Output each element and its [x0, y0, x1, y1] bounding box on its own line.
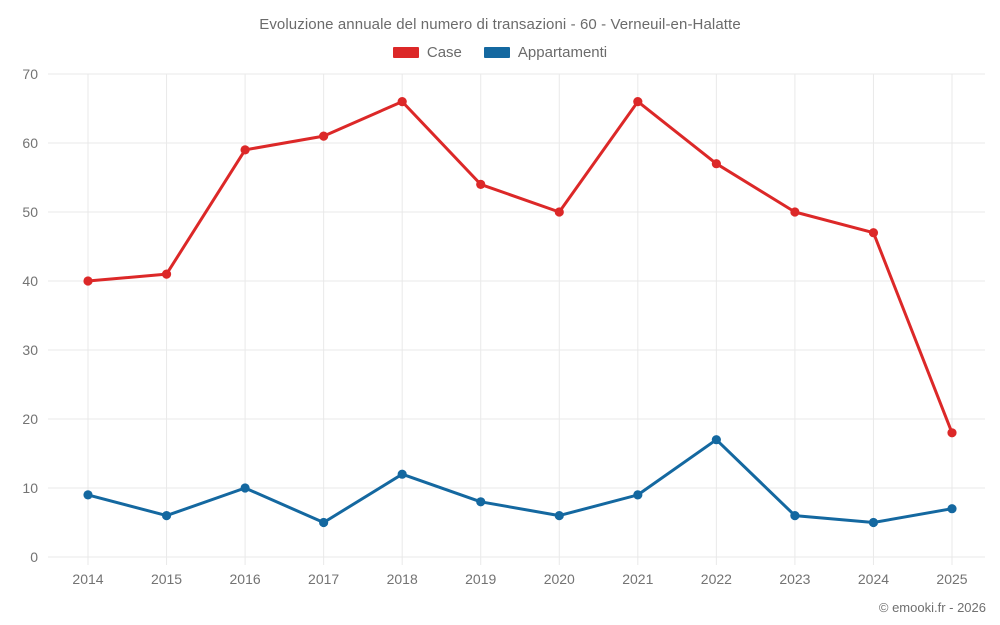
- data-point[interactable]: [319, 131, 329, 141]
- y-axis-tick-label: 30: [22, 342, 38, 358]
- vertical-gridlines: [87, 74, 953, 565]
- y-axis-tick-label: 60: [22, 135, 38, 151]
- legend-label-appartamenti: Appartamenti: [517, 44, 608, 61]
- y-axis-tick-label: 70: [22, 66, 38, 82]
- data-point[interactable]: [83, 276, 93, 286]
- data-point[interactable]: [554, 207, 564, 217]
- data-point[interactable]: [161, 510, 172, 521]
- x-axis-tick-label: 2025: [936, 571, 967, 587]
- data-point[interactable]: [633, 97, 643, 107]
- x-axis-tick-label: 2018: [387, 571, 418, 587]
- x-axis-tick-label: 2016: [230, 571, 261, 587]
- data-point[interactable]: [240, 483, 250, 493]
- x-axis-tick-label: 2023: [779, 571, 810, 587]
- legend-item-case[interactable]: Case: [392, 44, 462, 61]
- data-point[interactable]: [476, 179, 486, 189]
- series-line-appartamenti: [86, 438, 954, 524]
- data-point[interactable]: [947, 504, 957, 514]
- legend-item-appartamenti[interactable]: Appartamenti: [483, 44, 608, 61]
- data-point[interactable]: [790, 207, 800, 217]
- data-point[interactable]: [790, 510, 800, 521]
- x-axis-tick-label: 2017: [308, 571, 339, 587]
- legend-swatch-case: [392, 47, 419, 58]
- data-point[interactable]: [711, 159, 721, 169]
- horizontal-gridlines: [48, 73, 985, 558]
- data-point[interactable]: [240, 145, 250, 155]
- x-axis-tick-labels: 2014 2015 2016 2017 2018 2019 2020 2021 2022 2023…: [72, 571, 967, 587]
- data-point[interactable]: [868, 228, 879, 238]
- data-point[interactable]: [476, 497, 486, 507]
- data-point[interactable]: [633, 490, 643, 500]
- y-axis-tick-label: 10: [22, 480, 38, 496]
- series-lines: [86, 100, 954, 524]
- data-point[interactable]: [397, 469, 407, 479]
- x-axis-tick-label: 2024: [858, 571, 889, 587]
- x-axis-tick-label: 2021: [622, 571, 653, 587]
- x-axis-tick-label: 2020: [544, 571, 575, 587]
- x-axis-tick-label: 2019: [465, 571, 496, 587]
- legend-swatch-appartamenti: [483, 47, 510, 58]
- data-point[interactable]: [319, 517, 329, 528]
- credit-text: © emooki.fr - 2026: [878, 600, 986, 615]
- data-point[interactable]: [83, 490, 93, 500]
- x-axis-tick-label: 2022: [701, 571, 732, 587]
- y-axis-tick-labels: 0 10 20 30 40 50 60 70: [22, 66, 38, 565]
- chart-title: Evoluzione annuale del numero di transaz…: [259, 16, 741, 33]
- chart-legend: Case Appartamenti: [0, 44, 1000, 61]
- x-axis-tick-label: 2014: [72, 571, 103, 587]
- series-line-case: [86, 100, 954, 435]
- data-point[interactable]: [947, 428, 957, 438]
- data-point[interactable]: [711, 435, 721, 445]
- x-axis-tick-label: 2015: [151, 571, 182, 587]
- data-point[interactable]: [161, 269, 172, 279]
- data-point[interactable]: [868, 517, 879, 528]
- y-axis-tick-label: 20: [22, 411, 38, 427]
- y-axis-tick-label: 50: [22, 204, 38, 220]
- data-point[interactable]: [397, 97, 407, 107]
- data-point[interactable]: [554, 510, 564, 521]
- legend-label-case: Case: [426, 44, 462, 61]
- y-axis-tick-label: 40: [22, 273, 38, 289]
- series-markers: [83, 97, 957, 528]
- y-axis-tick-label: 0: [30, 549, 38, 565]
